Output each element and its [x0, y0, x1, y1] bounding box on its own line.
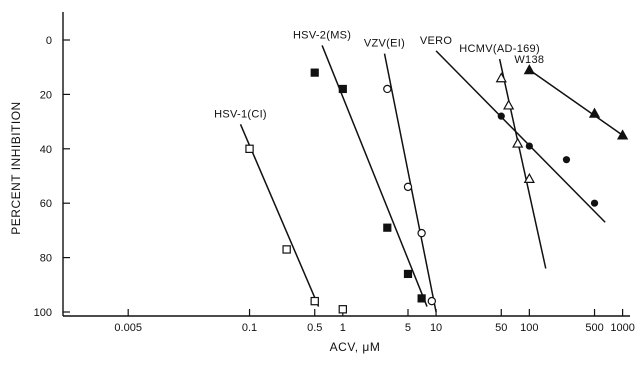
point-hsv-1-ci-3 — [338, 305, 348, 314]
point-vero-3 — [590, 199, 599, 207]
point-w138-0 — [523, 64, 535, 75]
fit-line-vero — [435, 50, 606, 223]
y-axis-title: PERCENT INHIBITION — [9, 101, 23, 234]
series-label-hcmv-ad-169: HCMV(AD-169) — [459, 43, 540, 55]
point-hsv-2-ms-1 — [338, 84, 347, 94]
x-tick-label-1: 1 — [340, 322, 346, 334]
point-hsv-1-ci-1 — [282, 245, 291, 254]
x-tick-label-0-005: 0.005 — [114, 322, 142, 334]
series-label-w138: W138 — [514, 54, 544, 66]
x-axis-title: ACV, μM — [330, 340, 381, 354]
data-points — [245, 64, 629, 314]
point-vero-2 — [562, 156, 571, 164]
point-vero-0 — [497, 112, 505, 120]
axes — [62, 12, 630, 317]
point-hsv-2-ms-4 — [417, 294, 426, 303]
point-vzv-ei-2 — [417, 228, 426, 238]
fit-line-hsv-1-ci — [239, 124, 320, 307]
x-tick-label-100: 100 — [520, 322, 538, 334]
point-hsv-2-ms-0 — [310, 68, 319, 77]
y-tick-label-80: 80 — [40, 253, 52, 265]
series-label-vero: VERO — [420, 35, 453, 47]
x-tick-label-50: 50 — [495, 322, 507, 334]
point-hcmv-ad-169-2 — [512, 137, 524, 148]
x-tick-label-0-1: 0.1 — [242, 322, 257, 334]
point-vzv-ei-1 — [403, 182, 413, 192]
series-labels: HSV-1(CI) HSV-2(MS) VZV(EI) VERO HCMV(AD-169… — [214, 29, 544, 120]
x-tick-label-10: 10 — [430, 322, 442, 334]
point-hcmv-ad-169-0 — [495, 72, 507, 83]
x-tick-label-500: 500 — [585, 322, 603, 334]
point-vzv-ei-3 — [427, 296, 437, 306]
series-label-hsv-2-ms: HSV-2(MS) — [293, 29, 351, 41]
y-tick-label-40: 40 — [40, 144, 52, 156]
point-w138-1 — [588, 107, 601, 118]
point-hsv-1-ci-0 — [245, 144, 254, 153]
fit-line-hcmv-ad-169 — [498, 58, 547, 269]
fit-line-vzv-ei — [383, 53, 437, 313]
x-tick-label-1000: 1000 — [610, 322, 634, 334]
point-hsv-2-ms-3 — [403, 269, 413, 279]
series-label-vzv-ei: VZV(EI) — [364, 38, 405, 50]
y-tick-label-0: 0 — [46, 35, 52, 47]
point-hcmv-ad-169-3 — [523, 172, 535, 183]
point-vero-1 — [525, 142, 533, 150]
x-tick-label-5: 5 — [405, 322, 411, 334]
y-tick-label-60: 60 — [40, 198, 52, 210]
x-ticks: 0.005 0.1 0.5 1 5 10 50 100 500 1000 — [114, 309, 635, 334]
point-hsv-2-ms-2 — [383, 223, 392, 232]
fit-line-w138 — [528, 69, 624, 136]
fit-line-hsv-2-ms — [321, 45, 428, 307]
y-tick-label-20: 20 — [40, 89, 52, 101]
point-vzv-ei-0 — [383, 84, 392, 94]
point-hsv-1-ci-2 — [310, 296, 319, 306]
point-w138-2 — [616, 129, 629, 140]
point-hcmv-ad-169-1 — [503, 99, 515, 110]
x-tick-label-0-5: 0.5 — [307, 322, 322, 334]
y-ticks: 0 20 40 60 80 100 — [34, 35, 70, 319]
fit-lines — [239, 45, 624, 313]
series-label-hsv-1-ci: HSV-1(CI) — [214, 108, 267, 120]
y-tick-label-100: 100 — [34, 307, 52, 319]
